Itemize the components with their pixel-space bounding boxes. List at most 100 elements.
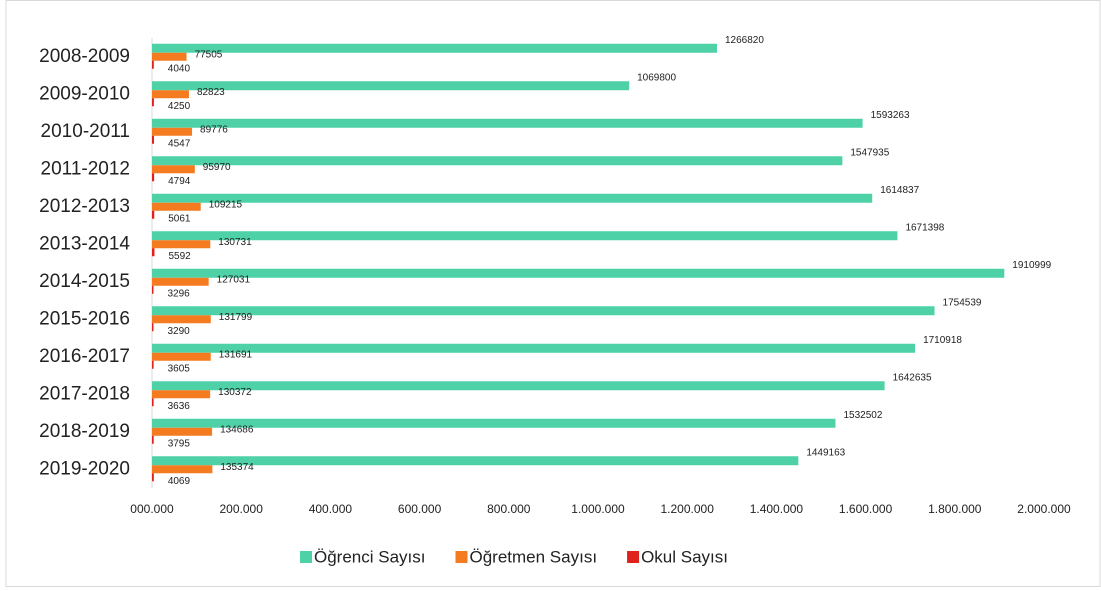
x-tick-label: 400.000 bbox=[309, 502, 353, 516]
y-tick-label: 2016-2017 bbox=[39, 346, 130, 367]
data-label: 1593263 bbox=[871, 110, 910, 121]
data-label: 131691 bbox=[219, 349, 253, 360]
data-label: 127031 bbox=[217, 274, 251, 285]
bar bbox=[152, 43, 718, 53]
legend-label: Okul Sayısı bbox=[641, 547, 728, 566]
y-tick-label: 2019-2020 bbox=[39, 458, 130, 479]
x-tick-label: 2.000.000 bbox=[1017, 502, 1071, 516]
bar bbox=[152, 465, 213, 474]
data-label: 135374 bbox=[220, 462, 254, 473]
x-tick-label: 1.800.000 bbox=[928, 502, 982, 516]
bar bbox=[152, 390, 211, 399]
data-label: 3296 bbox=[167, 288, 190, 299]
data-label: 109215 bbox=[209, 199, 243, 210]
bar bbox=[152, 210, 155, 219]
data-label: 3290 bbox=[167, 326, 190, 337]
bar bbox=[152, 135, 155, 144]
bar bbox=[152, 156, 843, 166]
legend-label: Öğretmen Sayısı bbox=[470, 547, 598, 566]
data-label: 1532502 bbox=[843, 410, 882, 421]
y-tick-label: 2010-2011 bbox=[41, 121, 130, 142]
data-label: 1547935 bbox=[850, 147, 889, 158]
bar bbox=[152, 352, 211, 361]
y-tick-label: 2017-2018 bbox=[39, 383, 130, 404]
bar bbox=[152, 306, 935, 316]
bar bbox=[152, 418, 836, 428]
data-label: 5592 bbox=[168, 251, 191, 262]
bar bbox=[152, 360, 154, 369]
bar bbox=[152, 248, 155, 257]
data-label: 4040 bbox=[168, 63, 191, 74]
bar bbox=[152, 118, 863, 128]
y-tick-label: 2008-2009 bbox=[39, 46, 130, 67]
bar bbox=[152, 343, 916, 353]
x-tick-label: 1.600.000 bbox=[839, 502, 893, 516]
bar bbox=[152, 285, 154, 294]
x-tick-label: 600.000 bbox=[398, 502, 442, 516]
data-label: 95970 bbox=[203, 162, 231, 173]
data-label: 1069800 bbox=[637, 72, 676, 83]
bar bbox=[152, 473, 154, 482]
x-tick-label: 000.000 bbox=[130, 502, 174, 516]
y-tick-label: 2013-2014 bbox=[39, 233, 130, 254]
x-tick-label: 200.000 bbox=[220, 502, 264, 516]
y-tick-label: 2012-2013 bbox=[39, 196, 130, 217]
data-label: 4250 bbox=[168, 101, 191, 112]
bar bbox=[152, 193, 873, 203]
y-tick-label: 2011-2012 bbox=[41, 158, 130, 179]
data-label: 134686 bbox=[220, 424, 254, 435]
y-tick-label: 2015-2016 bbox=[39, 308, 130, 329]
data-label: 5061 bbox=[168, 213, 191, 224]
data-label: 1710918 bbox=[923, 335, 962, 346]
legend-swatch bbox=[627, 551, 640, 563]
bar bbox=[152, 202, 201, 211]
data-label: 1449163 bbox=[806, 447, 845, 458]
data-label: 130372 bbox=[218, 387, 252, 398]
bar bbox=[152, 268, 1005, 278]
data-label: 1266820 bbox=[725, 35, 764, 46]
data-label: 89776 bbox=[200, 124, 228, 135]
bar bbox=[152, 315, 211, 324]
data-label: 1642635 bbox=[893, 372, 932, 383]
data-label: 1910999 bbox=[1012, 260, 1051, 271]
bar bbox=[152, 127, 193, 136]
bar bbox=[152, 98, 154, 107]
data-label: 82823 bbox=[197, 87, 225, 98]
bar bbox=[152, 277, 209, 286]
bar bbox=[152, 323, 154, 332]
x-tick-label: 1.000.000 bbox=[571, 502, 625, 516]
y-tick-label: 2014-2015 bbox=[39, 271, 130, 292]
x-tick-label: 800.000 bbox=[487, 502, 531, 516]
data-label: 1614837 bbox=[880, 185, 919, 196]
bar bbox=[152, 456, 799, 466]
data-label: 130731 bbox=[218, 237, 252, 248]
bar bbox=[152, 427, 213, 436]
data-label: 131799 bbox=[219, 312, 253, 323]
bar bbox=[152, 173, 155, 182]
y-tick-label: 2009-2010 bbox=[39, 83, 130, 104]
y-tick-label: 2018-2019 bbox=[39, 421, 130, 442]
bar bbox=[152, 90, 189, 99]
data-label: 1671398 bbox=[905, 222, 944, 233]
bar bbox=[152, 240, 211, 249]
bar bbox=[152, 398, 154, 407]
data-label: 77505 bbox=[195, 49, 223, 60]
bar bbox=[152, 381, 885, 391]
legend-label: Öğrenci Sayısı bbox=[314, 547, 426, 566]
data-label: 1754539 bbox=[943, 297, 982, 308]
bar bbox=[152, 165, 195, 174]
bar bbox=[152, 81, 630, 91]
data-label: 4069 bbox=[168, 476, 191, 487]
data-label: 3636 bbox=[168, 401, 191, 412]
legend-swatch bbox=[300, 551, 312, 563]
data-label: 4794 bbox=[168, 176, 191, 187]
bar bbox=[152, 60, 154, 69]
data-label: 3605 bbox=[168, 363, 191, 374]
x-tick-label: 1.200.000 bbox=[661, 502, 715, 516]
bar bbox=[152, 435, 154, 444]
x-tick-label: 1.400.000 bbox=[750, 502, 804, 516]
data-label: 3795 bbox=[168, 438, 191, 449]
legend-swatch bbox=[455, 551, 468, 563]
bar bbox=[152, 231, 898, 241]
